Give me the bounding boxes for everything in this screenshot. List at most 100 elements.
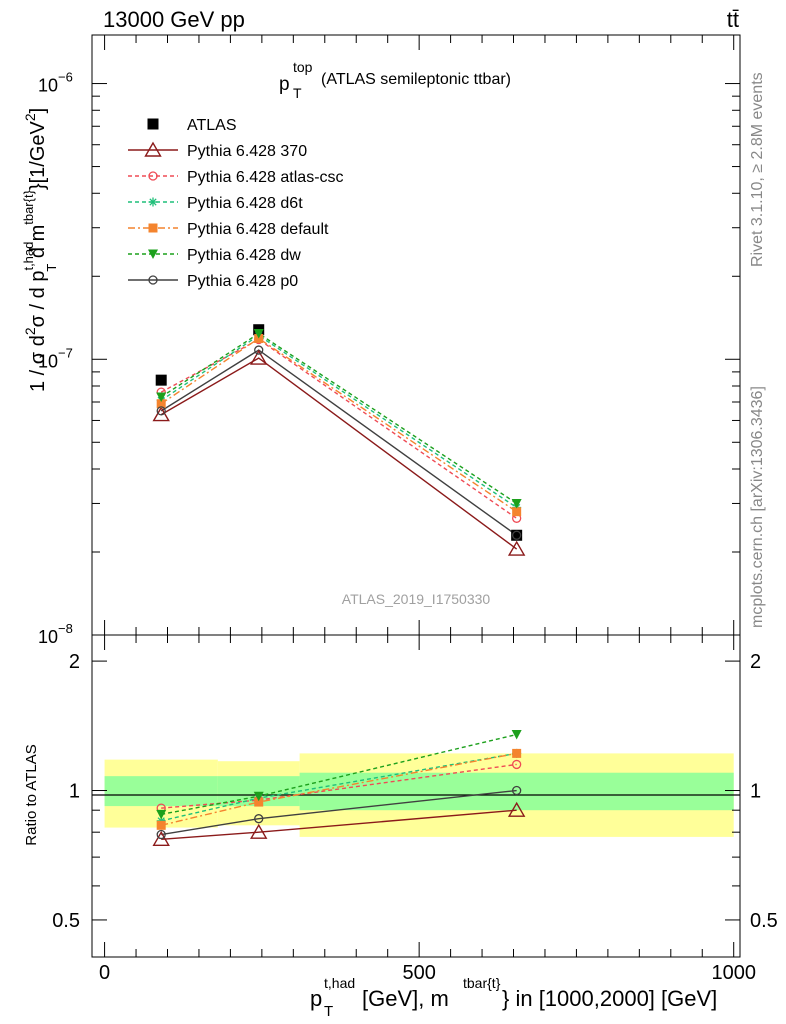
ratio-axis-ticks <box>92 635 740 957</box>
ratio-y-axis-label: Ratio to ATLAS <box>23 744 40 845</box>
plot-title: p <box>279 74 290 95</box>
legend-marker <box>148 249 158 259</box>
main-y-tick-labels: 10−810−710−6 <box>38 70 73 647</box>
x-tick-label: 500 <box>402 962 435 984</box>
analysis-watermark: ATLAS_2019_I1750330 <box>342 591 491 607</box>
tick-base: 10 <box>38 76 58 96</box>
main-y-tick-label: 10−7 <box>38 345 73 371</box>
ylabel-part-d: }[1/GeV <box>27 120 49 190</box>
title-p: p <box>279 74 290 95</box>
legend: ATLAS Pythia 6.428 370 Pythia 6.428 atlas-… <box>128 117 344 290</box>
ratio-y-tick-label: 1 <box>69 781 80 803</box>
ratio-series-markers <box>152 729 526 847</box>
legend-marker <box>148 223 158 233</box>
legend-marker <box>144 141 162 157</box>
ratio-point-pythia-6-428-atlas-csc <box>512 759 522 770</box>
header-process: 13000 GeV pp <box>103 7 245 32</box>
ratio-point-pythia-6-428-default <box>512 748 522 758</box>
ratio-y-tick-label: 2 <box>69 651 80 673</box>
ylabel-part-c: d m <box>27 225 49 264</box>
ratio-y-tick-labels: 0.5 0.5 1 1 2 2 <box>52 651 778 932</box>
legend-entry-pythia-6-428-dw: Pythia 6.428 dw <box>128 247 301 264</box>
main-point-pythia-6-428-p0 <box>156 406 166 416</box>
legend-marker <box>148 171 158 181</box>
main-y-tick-label: 10−6 <box>38 70 73 96</box>
ratio-point-pythia-6-428-p0 <box>156 829 166 840</box>
legend-marker <box>148 275 158 285</box>
xlabel-subscript: T <box>324 1003 333 1020</box>
title-superscript: top <box>293 59 313 75</box>
legend-entry-pythia-6-428-d6t: Pythia 6.428 d6t <box>128 195 303 212</box>
ratio-y-tick-label-right: 0.5 <box>750 910 778 932</box>
x-tick-label: 1000 <box>711 962 756 984</box>
ratio-y-tick-label-right: 1 <box>750 781 761 803</box>
main-y-axis-label: 1 / σ d2σ / d pt,had T d mtbar{t}}[1/GeV2… <box>21 108 59 392</box>
main-line-pythia-6-428-d6t <box>160 334 518 509</box>
rivet-version-label: Rivet 3.1.10, ≥ 2.8M events <box>749 72 766 267</box>
main-point-pythia-6-428-dw <box>511 498 522 509</box>
main-point-pythia-6-428-default <box>156 399 166 409</box>
legend-label: Pythia 6.428 d6t <box>187 195 303 212</box>
legend-label: ATLAS <box>187 117 237 134</box>
main-line-pythia-6-428-p0 <box>160 349 518 536</box>
ylabel-sup-2: t,had <box>21 242 36 271</box>
main-y-tick-label: 10−8 <box>38 621 73 647</box>
ratio-point-pythia-6-428-default <box>254 797 264 807</box>
legend-entry-atlas: ATLAS <box>147 117 237 134</box>
ratio-point-pythia-6-428-dw <box>156 809 167 820</box>
main-line-pythia-6-428-370 <box>160 357 518 550</box>
legend-label: Pythia 6.428 dw <box>187 247 301 264</box>
legend-entry-pythia-6-428-default: Pythia 6.428 default <box>128 221 329 238</box>
xlabel-p: p <box>310 986 322 1011</box>
ratio-point-pythia-6-428-370 <box>507 801 526 817</box>
ylabel-part-e: ] <box>27 108 49 114</box>
title-description: (ATLAS semileptonic ttbar) <box>321 71 511 88</box>
legend-marker <box>148 197 158 207</box>
main-line-pythia-6-428-atlas-csc <box>160 338 518 519</box>
ylabel-sup-4: 2 <box>22 113 38 121</box>
xlabel-unit: [GeV], m <box>362 986 449 1011</box>
ratio-point-pythia-6-428-p0 <box>254 814 264 824</box>
ratio-panel: 0.5 0.5 1 1 2 2 0 500 1000 Ratio to ATLAS p t,h… <box>23 634 778 1020</box>
main-point-pythia-6-428-p0 <box>254 345 264 355</box>
main-point-pythia-6-428-370 <box>507 540 526 556</box>
x-axis-label: p <box>310 986 322 1011</box>
main-series-lines <box>160 332 518 550</box>
xlabel-sup-2: tbar{t} <box>463 975 501 991</box>
main-panel: p top T (ATLAS semileptonic ttbar) ATLAS… <box>21 34 741 647</box>
ylabel-part-a: 1 / σ d <box>27 335 49 392</box>
legend-label: Pythia 6.428 atlas-csc <box>187 169 344 186</box>
main-point-pythia-6-428-370 <box>250 349 268 365</box>
tick-base: 10 <box>38 351 58 371</box>
xlabel-rest: } in [1000,2000] [GeV] <box>502 986 717 1011</box>
ylabel-sub: T <box>44 264 59 272</box>
main-point-pythia-6-428-370 <box>152 406 170 422</box>
tick-exponent: −7 <box>58 345 73 360</box>
main-line-pythia-6-428-dw <box>160 332 518 505</box>
legend-entry-pythia-6-428-370: Pythia 6.428 370 <box>128 141 307 160</box>
legend-entry-pythia-6-428-p0: Pythia 6.428 p0 <box>128 273 298 290</box>
main-point-atlas <box>155 374 167 386</box>
legend-label: Pythia 6.428 p0 <box>187 273 298 290</box>
legend-label: Pythia 6.428 default <box>187 221 329 238</box>
mcplots-label: mcplots.cern.ch [arXiv:1306.3436] <box>749 386 766 628</box>
xlabel-sup-1: t,had <box>324 975 355 991</box>
tick-exponent: −8 <box>58 621 73 636</box>
main-point-pythia-6-428-p0 <box>512 530 522 540</box>
main-point-pythia-6-428-dw <box>253 329 264 339</box>
tick-exponent: −6 <box>58 70 73 85</box>
ratio-line-pythia-6-428-p0 <box>161 789 517 836</box>
tick-base: 10 <box>38 627 58 647</box>
main-point-atlas <box>511 529 523 541</box>
legend-label: Pythia 6.428 370 <box>187 143 307 160</box>
x-tick-label: 0 <box>99 962 110 984</box>
title-subscript: T <box>293 85 302 101</box>
header-final-state: tt̄ <box>727 7 739 32</box>
legend-entry-pythia-6-428-atlas-csc: Pythia 6.428 atlas-csc <box>128 169 344 186</box>
main-point-pythia-6-428-dw <box>156 392 167 402</box>
ratio-point-pythia-6-428-dw <box>253 791 264 802</box>
ratio-point-pythia-6-428-p0 <box>512 785 522 796</box>
ratio-point-pythia-6-428-dw <box>511 729 522 740</box>
main-series-markers <box>152 324 526 556</box>
